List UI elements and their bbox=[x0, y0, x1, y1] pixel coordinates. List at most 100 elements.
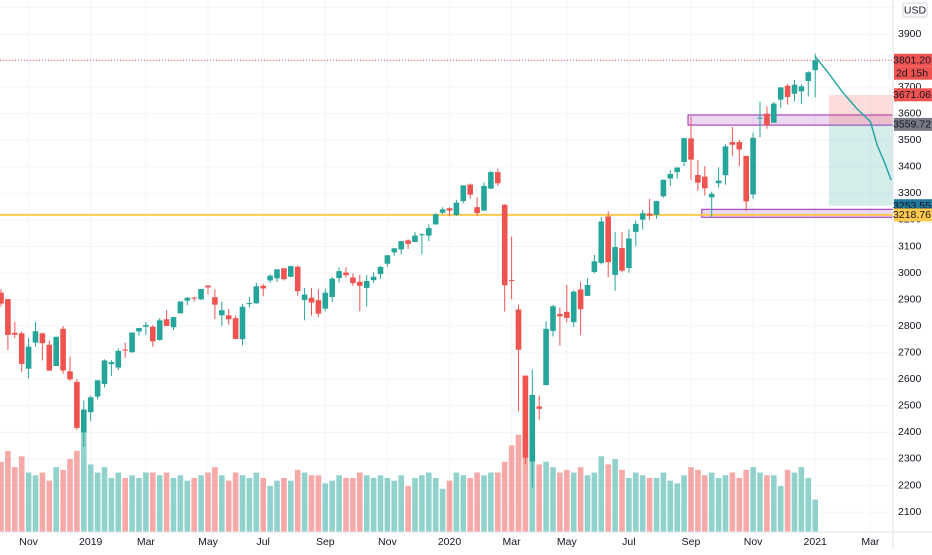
candle-body bbox=[129, 332, 135, 353]
candle-body bbox=[722, 146, 729, 176]
volume-bar bbox=[101, 467, 108, 532]
candle-body bbox=[191, 297, 197, 299]
volume-bar bbox=[591, 472, 598, 532]
candle-body bbox=[274, 269, 280, 279]
candle-body bbox=[322, 292, 329, 309]
candle-body bbox=[108, 362, 115, 365]
candle-body bbox=[688, 138, 694, 160]
candle-body bbox=[136, 328, 142, 332]
candle-body bbox=[25, 346, 32, 369]
candle-body bbox=[439, 209, 446, 213]
candle-body bbox=[53, 336, 59, 366]
volume-bar bbox=[5, 450, 11, 532]
candle-body bbox=[570, 291, 577, 323]
volume-bar bbox=[439, 488, 446, 532]
candle-body bbox=[557, 313, 563, 317]
candle-body bbox=[501, 204, 508, 286]
volume-bar bbox=[74, 450, 80, 532]
volume-bar bbox=[32, 475, 39, 532]
candle-body bbox=[791, 84, 798, 94]
volume-bar bbox=[412, 477, 418, 532]
candle-body bbox=[495, 172, 501, 184]
x-tick-label: 2019 bbox=[79, 536, 103, 548]
candle-body bbox=[384, 255, 391, 264]
volume-bar bbox=[453, 472, 460, 532]
candle-body bbox=[67, 371, 73, 380]
candle-body bbox=[453, 202, 460, 216]
x-tick-label: 2020 bbox=[438, 536, 462, 548]
candle-body bbox=[357, 281, 363, 286]
volume-bar bbox=[805, 477, 812, 532]
projection-line bbox=[814, 56, 892, 181]
candle-body bbox=[584, 284, 591, 296]
candle-body bbox=[315, 300, 322, 314]
candle-body bbox=[198, 288, 204, 300]
y-tick-label: 2500 bbox=[898, 400, 922, 412]
candle-body bbox=[564, 311, 570, 318]
candle-body bbox=[646, 213, 653, 216]
volume-bar bbox=[501, 461, 508, 532]
candle-body bbox=[550, 306, 556, 331]
x-tick-label: Nov bbox=[744, 536, 763, 548]
volume-bar bbox=[315, 475, 322, 532]
candle-body bbox=[288, 266, 294, 277]
y-tick-label: 2300 bbox=[898, 453, 922, 465]
candle-body bbox=[363, 281, 370, 288]
volume-bar bbox=[715, 477, 722, 532]
volume-bar bbox=[170, 477, 177, 532]
candle-body bbox=[674, 167, 680, 173]
target-zone bbox=[829, 124, 893, 206]
candle-body bbox=[660, 179, 667, 197]
x-tick-label: Sep bbox=[682, 536, 701, 548]
volume-bar bbox=[722, 475, 729, 532]
candle-body bbox=[232, 318, 239, 339]
candle-body bbox=[681, 138, 687, 163]
candle-body bbox=[94, 380, 101, 397]
volume-bar bbox=[18, 456, 25, 532]
volume-bar bbox=[460, 475, 467, 532]
volume-bar bbox=[495, 472, 501, 532]
volume-bar bbox=[667, 480, 674, 532]
volume-bar bbox=[688, 467, 694, 532]
volume-bar bbox=[0, 461, 4, 532]
volume-bar bbox=[274, 480, 280, 532]
candle-body bbox=[163, 319, 170, 326]
candle-body bbox=[412, 235, 418, 242]
candle-body bbox=[150, 326, 156, 342]
candle-body bbox=[612, 247, 618, 275]
candle-body bbox=[260, 285, 266, 289]
volume-bar bbox=[626, 477, 632, 532]
volume-bar bbox=[225, 480, 232, 532]
candle-body bbox=[702, 176, 708, 189]
x-tick-label: May bbox=[557, 536, 578, 548]
candle-body bbox=[219, 310, 225, 316]
candle-body bbox=[522, 375, 529, 458]
candle-body bbox=[336, 271, 342, 279]
volume-bar bbox=[784, 469, 791, 532]
volume-bar bbox=[288, 480, 294, 532]
candle-body bbox=[805, 72, 812, 82]
candle-body bbox=[633, 223, 639, 232]
candle-body bbox=[225, 315, 232, 320]
candle-body bbox=[757, 117, 763, 119]
x-tick-label: Nov bbox=[19, 536, 38, 548]
candle-body bbox=[736, 142, 743, 150]
x-tick-label: Mar bbox=[137, 536, 156, 548]
candle-body bbox=[294, 266, 301, 292]
candle-body bbox=[639, 213, 646, 220]
candle-body bbox=[122, 349, 128, 351]
y-tick-label: 3900 bbox=[898, 28, 922, 40]
y-tick-label: 2800 bbox=[898, 320, 922, 332]
volume-bar bbox=[198, 475, 204, 532]
volume-bar bbox=[695, 469, 701, 532]
volume-bar bbox=[633, 472, 639, 532]
volume-bar bbox=[398, 475, 404, 532]
candle-body bbox=[184, 297, 191, 301]
price-label-box bbox=[894, 53, 932, 67]
currency: USD bbox=[904, 4, 927, 16]
y-tick-label: 2900 bbox=[898, 293, 922, 305]
volume-bar bbox=[405, 486, 411, 532]
